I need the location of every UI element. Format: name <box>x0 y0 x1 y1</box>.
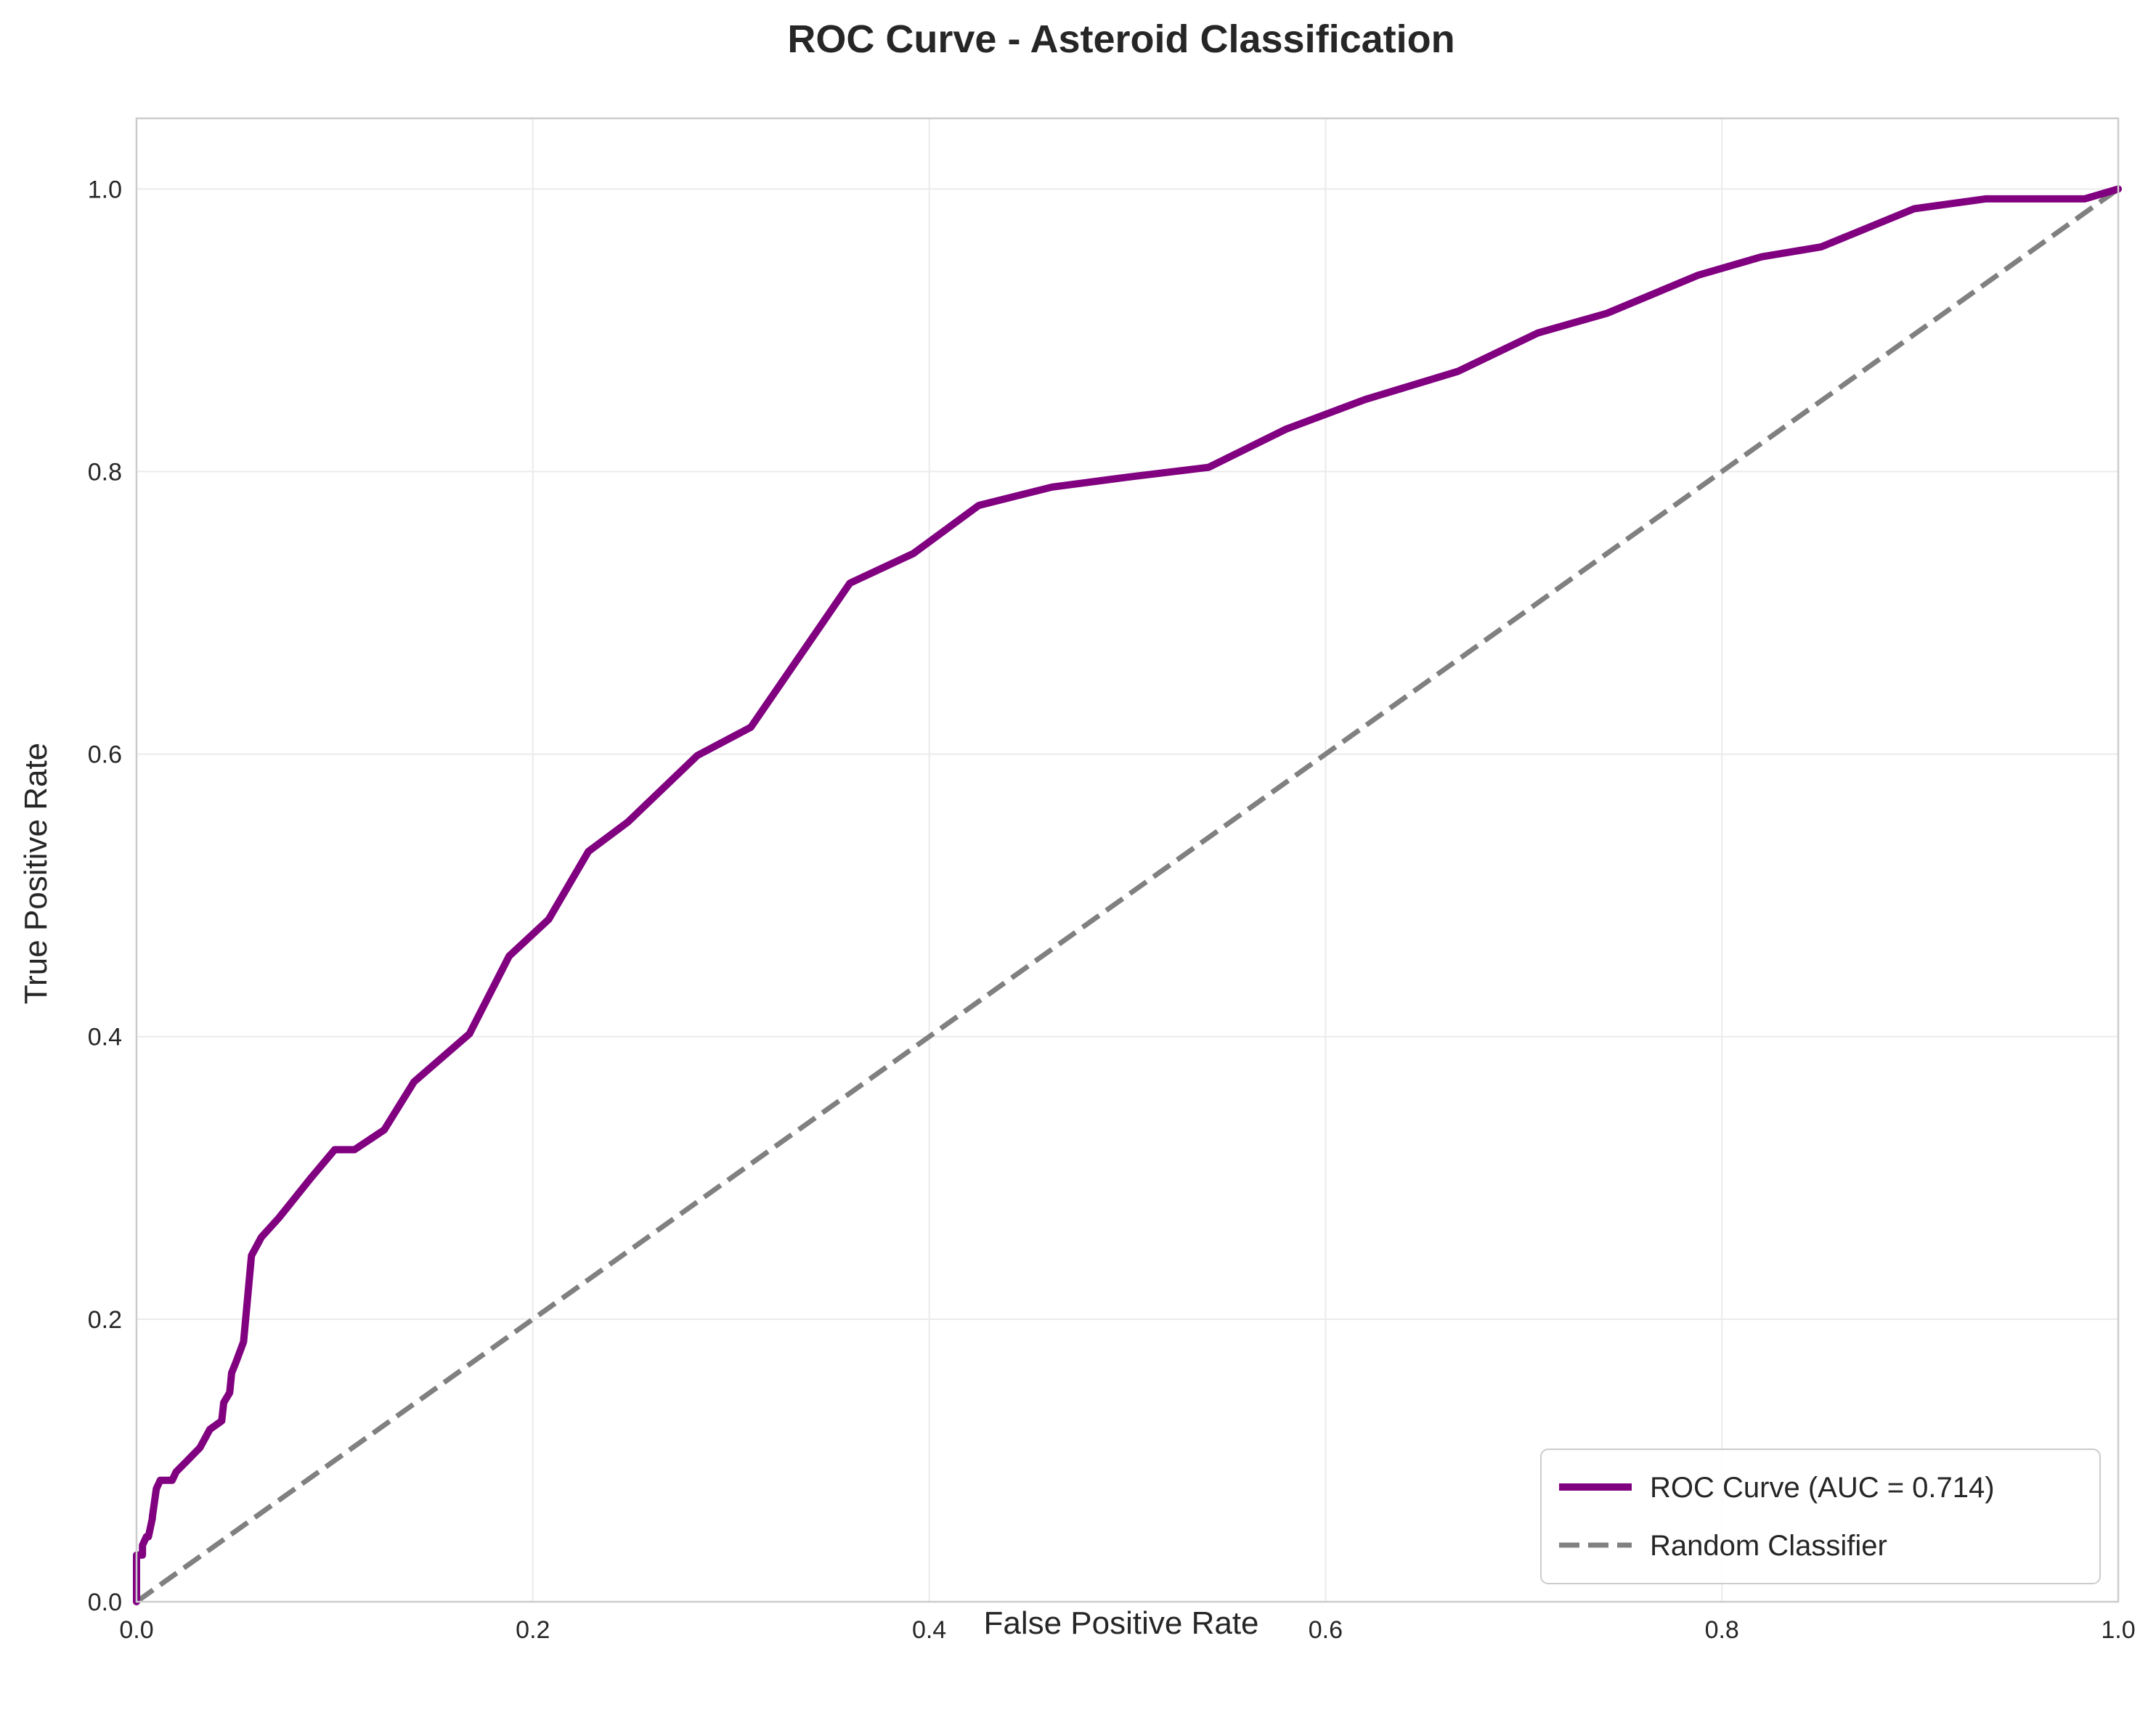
series-layer <box>133 185 2122 1605</box>
x-tick-label: 0.4 <box>912 1616 946 1644</box>
legend: ROC Curve (AUC = 0.714) Random Classifier <box>1540 1449 2101 1584</box>
x-tick-label: 0.0 <box>119 1616 153 1644</box>
x-tick-label: 0.8 <box>1705 1616 1739 1644</box>
y-axis-label: True Positive Rate <box>18 743 54 1004</box>
y-tick-label: 0.0 <box>88 1589 122 1616</box>
plot-frame <box>135 117 2120 1603</box>
roc-curve-line <box>133 185 2122 1605</box>
legend-box <box>1540 1449 2101 1584</box>
x-tick-label: 0.2 <box>516 1616 550 1644</box>
y-tick-label: 0.2 <box>88 1306 122 1334</box>
legend-label: ROC Curve (AUC = 0.714) <box>1650 1472 1995 1504</box>
x-tick-label: 1.0 <box>2101 1616 2135 1644</box>
x-axis-label: False Positive Rate <box>983 1605 1258 1641</box>
y-tick-label: 0.6 <box>88 741 122 769</box>
legend-label: Random Classifier <box>1650 1530 1887 1562</box>
tick-labels: 0.0 0.2 0.4 0.6 0.8 1.0 0.0 0.2 0.4 0.6 0.8 1.0 <box>88 176 2136 1644</box>
y-tick-label: 0.8 <box>88 458 122 486</box>
y-tick-label: 1.0 <box>88 176 122 203</box>
x-tick-label: 0.6 <box>1309 1616 1343 1644</box>
y-tick-label: 0.4 <box>88 1024 122 1051</box>
chart-title: ROC Curve - Asteroid Classification <box>787 17 1455 61</box>
